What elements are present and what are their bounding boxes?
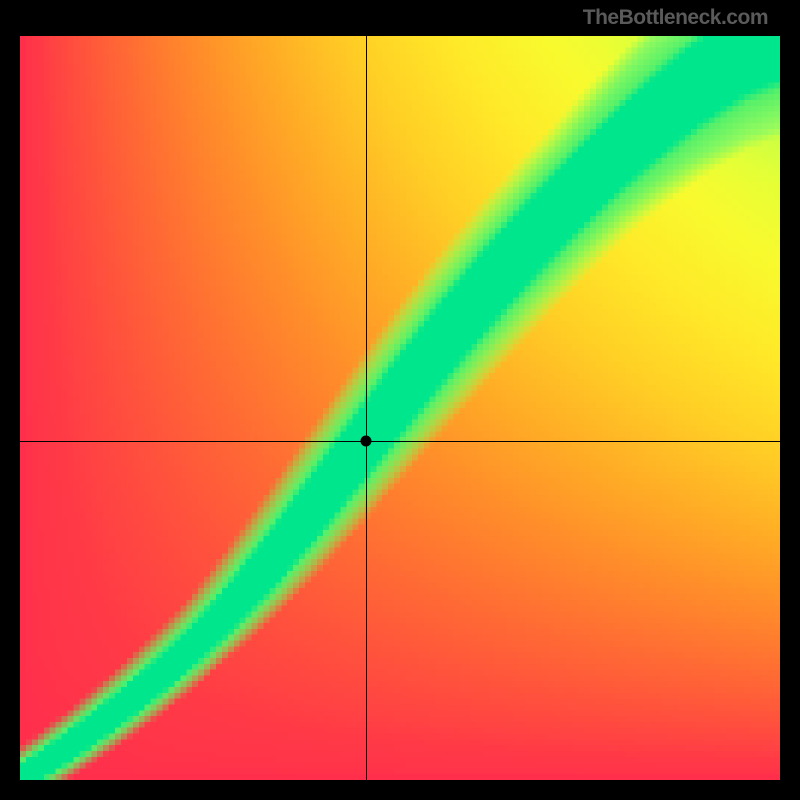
marker-dot <box>360 436 371 447</box>
crosshair-horizontal <box>20 441 780 442</box>
crosshair-vertical <box>366 36 367 780</box>
heatmap-canvas <box>20 36 780 780</box>
heatmap-plot <box>20 36 780 780</box>
watermark-text: TheBottleneck.com <box>583 6 768 30</box>
